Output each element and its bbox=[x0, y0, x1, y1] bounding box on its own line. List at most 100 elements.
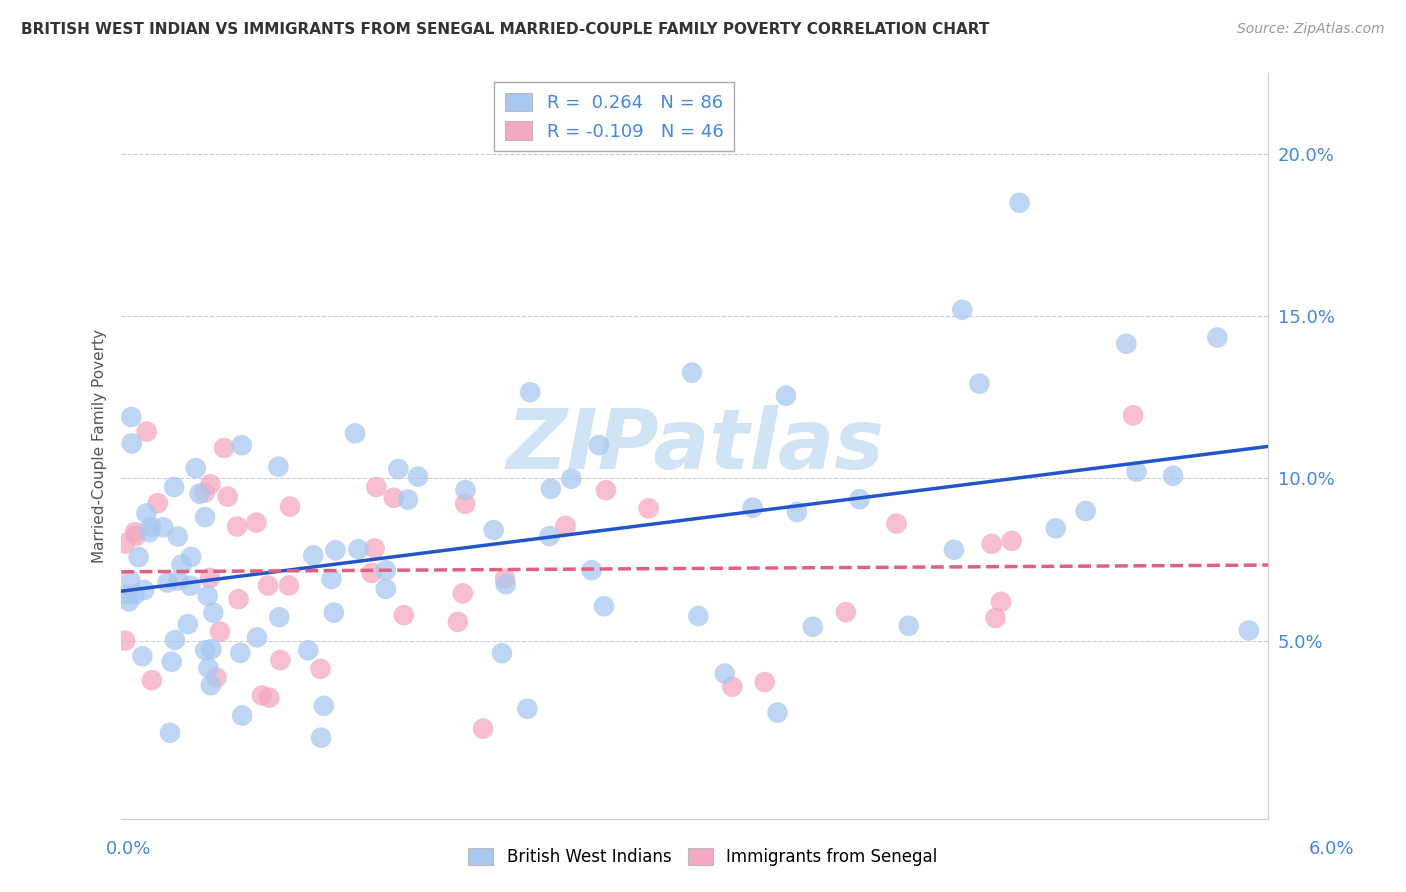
Point bbox=[681, 366, 703, 380]
Point bbox=[197, 661, 219, 675]
Point bbox=[637, 501, 659, 516]
Point bbox=[156, 575, 179, 590]
Point bbox=[125, 529, 148, 543]
Point bbox=[382, 491, 405, 505]
Point bbox=[128, 550, 150, 565]
Point bbox=[177, 617, 200, 632]
Point bbox=[990, 595, 1012, 609]
Point bbox=[942, 542, 965, 557]
Point bbox=[554, 518, 576, 533]
Point bbox=[801, 620, 824, 634]
Point bbox=[363, 541, 385, 556]
Point bbox=[163, 633, 186, 648]
Point bbox=[269, 653, 291, 667]
Point bbox=[519, 385, 541, 400]
Point bbox=[194, 485, 217, 500]
Point bbox=[163, 480, 186, 494]
Point bbox=[344, 426, 367, 441]
Point bbox=[179, 579, 201, 593]
Point bbox=[159, 726, 181, 740]
Point bbox=[387, 462, 409, 476]
Point bbox=[309, 662, 332, 676]
Point bbox=[118, 594, 141, 608]
Point bbox=[229, 646, 252, 660]
Point bbox=[886, 516, 908, 531]
Point bbox=[267, 459, 290, 474]
Point bbox=[786, 505, 808, 519]
Legend: R =  0.264   N = 86, R = -0.109   N = 46: R = 0.264 N = 86, R = -0.109 N = 46 bbox=[495, 82, 734, 152]
Point bbox=[454, 483, 477, 497]
Point bbox=[347, 542, 370, 557]
Text: 6.0%: 6.0% bbox=[1309, 840, 1354, 858]
Point bbox=[197, 589, 219, 603]
Text: Source: ZipAtlas.com: Source: ZipAtlas.com bbox=[1237, 22, 1385, 37]
Point bbox=[754, 675, 776, 690]
Point bbox=[688, 609, 710, 624]
Point bbox=[325, 543, 347, 558]
Point bbox=[302, 549, 325, 563]
Point bbox=[231, 438, 253, 452]
Point bbox=[231, 708, 253, 723]
Point bbox=[134, 582, 156, 597]
Point bbox=[494, 572, 516, 586]
Text: BRITISH WEST INDIAN VS IMMIGRANTS FROM SENEGAL MARRIED-COUPLE FAMILY POVERTY COR: BRITISH WEST INDIAN VS IMMIGRANTS FROM S… bbox=[21, 22, 990, 37]
Point bbox=[120, 410, 142, 425]
Point bbox=[374, 563, 396, 577]
Point bbox=[581, 563, 603, 577]
Point bbox=[721, 680, 744, 694]
Point bbox=[257, 578, 280, 592]
Point bbox=[166, 529, 188, 543]
Point bbox=[309, 731, 332, 745]
Point bbox=[180, 549, 202, 564]
Point bbox=[167, 574, 190, 588]
Point bbox=[208, 624, 231, 639]
Point bbox=[447, 615, 470, 629]
Point bbox=[115, 588, 138, 602]
Point bbox=[200, 477, 222, 491]
Point bbox=[198, 571, 221, 585]
Point bbox=[766, 706, 789, 720]
Point bbox=[396, 492, 419, 507]
Point bbox=[194, 510, 217, 524]
Point bbox=[259, 690, 281, 705]
Point bbox=[1045, 521, 1067, 535]
Legend: British West Indians, Immigrants from Senegal: British West Indians, Immigrants from Se… bbox=[460, 840, 946, 875]
Point bbox=[200, 642, 222, 657]
Point bbox=[131, 649, 153, 664]
Point bbox=[1125, 465, 1147, 479]
Point bbox=[392, 608, 415, 623]
Point bbox=[538, 529, 561, 543]
Point bbox=[194, 643, 217, 657]
Point bbox=[1122, 409, 1144, 423]
Point bbox=[121, 436, 143, 450]
Point bbox=[897, 619, 920, 633]
Point bbox=[277, 578, 299, 592]
Point bbox=[139, 519, 162, 533]
Point bbox=[114, 536, 136, 550]
Point bbox=[482, 523, 505, 537]
Point bbox=[516, 702, 538, 716]
Point bbox=[588, 438, 610, 452]
Point bbox=[451, 586, 474, 600]
Point bbox=[202, 606, 225, 620]
Point bbox=[595, 483, 617, 498]
Point bbox=[321, 572, 343, 586]
Y-axis label: Married-Couple Family Poverty: Married-Couple Family Poverty bbox=[93, 329, 107, 563]
Point bbox=[135, 425, 157, 439]
Point bbox=[560, 472, 582, 486]
Point bbox=[1206, 330, 1229, 344]
Point bbox=[114, 633, 136, 648]
Point bbox=[454, 497, 477, 511]
Point bbox=[322, 606, 344, 620]
Point bbox=[141, 673, 163, 688]
Point bbox=[593, 599, 616, 614]
Point bbox=[205, 671, 228, 685]
Point bbox=[184, 461, 207, 475]
Text: ZIPatlas: ZIPatlas bbox=[506, 406, 883, 486]
Point bbox=[188, 487, 211, 501]
Point bbox=[1008, 195, 1031, 210]
Point bbox=[366, 480, 388, 494]
Point bbox=[228, 592, 250, 607]
Point bbox=[1237, 624, 1260, 638]
Point bbox=[226, 519, 249, 533]
